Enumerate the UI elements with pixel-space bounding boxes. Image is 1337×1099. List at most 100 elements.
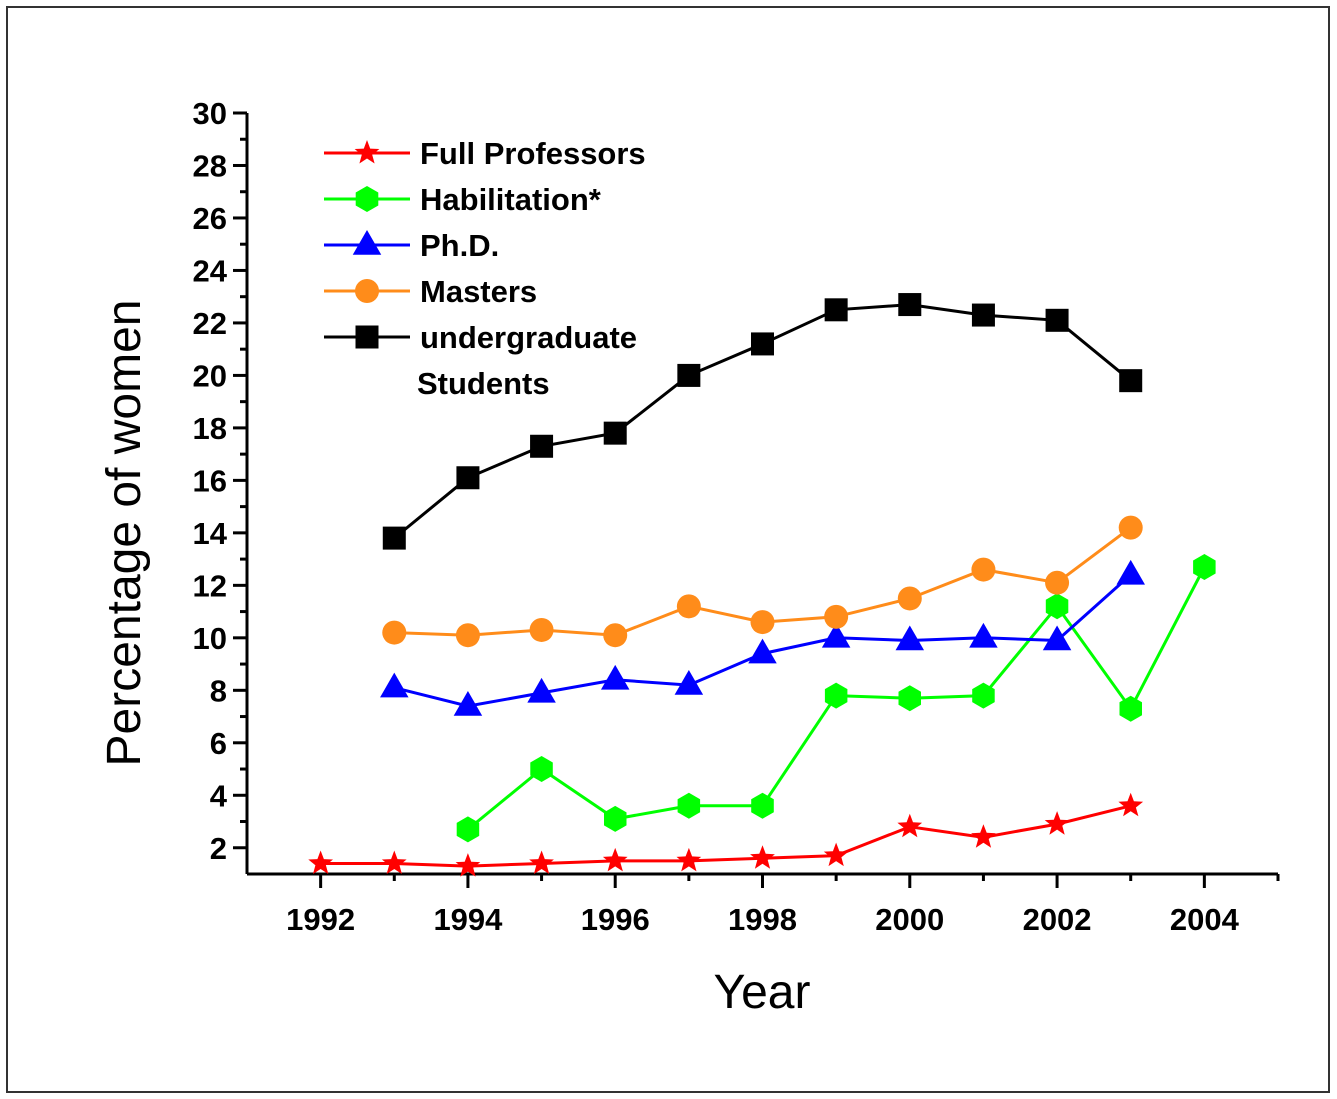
- data-point: [456, 466, 480, 490]
- series-1: [456, 554, 1216, 843]
- data-point: [530, 434, 554, 458]
- data-point: [1044, 811, 1070, 835]
- y-tick-label: 20: [193, 358, 227, 393]
- y-tick-label: 10: [193, 621, 227, 656]
- y-tick-label: 30: [193, 96, 227, 131]
- data-point: [1042, 625, 1072, 651]
- x-tick-label: 1998: [728, 902, 797, 937]
- data-point: [823, 842, 849, 867]
- data-point: [972, 682, 995, 709]
- data-point: [821, 622, 851, 648]
- data-point: [748, 638, 777, 664]
- data-point: [824, 298, 848, 322]
- data-point: [603, 421, 627, 445]
- series-2: [380, 559, 1145, 716]
- data-point: [604, 805, 627, 832]
- legend-marker: [355, 186, 379, 212]
- y-tick-label: 6: [210, 726, 227, 761]
- data-point: [898, 685, 921, 712]
- data-point: [456, 816, 480, 843]
- data-point: [676, 847, 702, 872]
- legend-item: undergraduate Students: [324, 320, 637, 401]
- data-point: [971, 824, 996, 848]
- y-tick-label: 14: [193, 516, 228, 551]
- data-point: [1045, 308, 1069, 332]
- y-tick-label: 2: [210, 831, 227, 866]
- data-point: [750, 845, 775, 869]
- data-point: [603, 623, 628, 648]
- data-point: [824, 604, 849, 629]
- x-tick-label: 1992: [286, 902, 355, 937]
- data-point: [382, 526, 406, 550]
- y-tick-label: 12: [193, 568, 227, 603]
- data-point: [380, 672, 409, 698]
- data-point: [1045, 593, 1069, 620]
- y-tick-label: 4: [210, 778, 228, 813]
- data-point: [1116, 559, 1145, 585]
- data-point: [600, 664, 630, 690]
- data-point: [602, 847, 628, 872]
- legend-item: Habilitation*: [324, 182, 602, 217]
- x-tick-label: 2002: [1023, 902, 1092, 937]
- data-point: [677, 363, 701, 387]
- y-tick-label: 22: [193, 306, 227, 341]
- legend-marker: [354, 140, 380, 164]
- data-point: [897, 813, 923, 838]
- series-4: [382, 293, 1143, 550]
- legend: Full Professors Habilitation* Ph.D. Masters…: [324, 136, 646, 401]
- legend-marker: [355, 279, 379, 303]
- data-point: [530, 756, 553, 782]
- series-line: [320, 804, 1132, 868]
- y-tick-label: 24: [193, 253, 228, 288]
- data-point: [1193, 554, 1216, 580]
- data-point: [751, 332, 774, 356]
- legend-item: Ph.D.: [324, 228, 499, 263]
- data-point: [824, 682, 848, 709]
- data-point: [897, 586, 922, 611]
- data-point: [382, 620, 407, 645]
- data-point: [971, 303, 995, 327]
- y-tick-label: 28: [193, 148, 227, 183]
- data-point: [455, 853, 481, 877]
- legend-marker: [355, 325, 379, 349]
- legend-label: Full Professors: [420, 136, 646, 171]
- data-point: [1119, 369, 1143, 393]
- data-point: [1045, 570, 1070, 595]
- legend-item: Masters: [324, 274, 537, 309]
- x-axis-title: Year: [714, 966, 811, 1019]
- series-0: [308, 792, 1144, 877]
- y-tick-label: 8: [210, 673, 227, 708]
- data-point: [676, 594, 701, 619]
- x-tick-label: 1994: [433, 902, 503, 937]
- legend-item: Full Professors: [324, 136, 646, 171]
- y-axis-title: Percentage of women: [98, 300, 151, 767]
- series-3: [382, 515, 1143, 648]
- data-point: [1118, 792, 1144, 817]
- data-point: [527, 677, 556, 703]
- legend-label: Students: [417, 366, 550, 401]
- data-point: [455, 623, 480, 648]
- series-layer: [308, 293, 1216, 877]
- legend-label: Habilitation*: [420, 182, 602, 217]
- data-point: [895, 625, 925, 651]
- data-point: [674, 670, 704, 695]
- legend-label: Ph.D.: [420, 228, 499, 263]
- data-point: [750, 610, 775, 635]
- data-point: [677, 792, 701, 819]
- y-tick-label: 16: [193, 463, 227, 498]
- data-point: [529, 617, 554, 642]
- data-point: [969, 622, 998, 648]
- figure-frame: [6, 6, 1330, 1093]
- data-point: [453, 691, 483, 716]
- data-point: [381, 850, 407, 874]
- y-tick-label: 26: [193, 201, 227, 236]
- data-point: [751, 792, 774, 819]
- legend-label: Masters: [420, 274, 537, 309]
- legend-marker: [352, 230, 382, 255]
- data-point: [898, 293, 922, 317]
- x-tick-label: 2000: [875, 902, 944, 937]
- data-point: [308, 850, 333, 874]
- y-tick-label: 18: [193, 411, 227, 446]
- data-point: [529, 850, 554, 874]
